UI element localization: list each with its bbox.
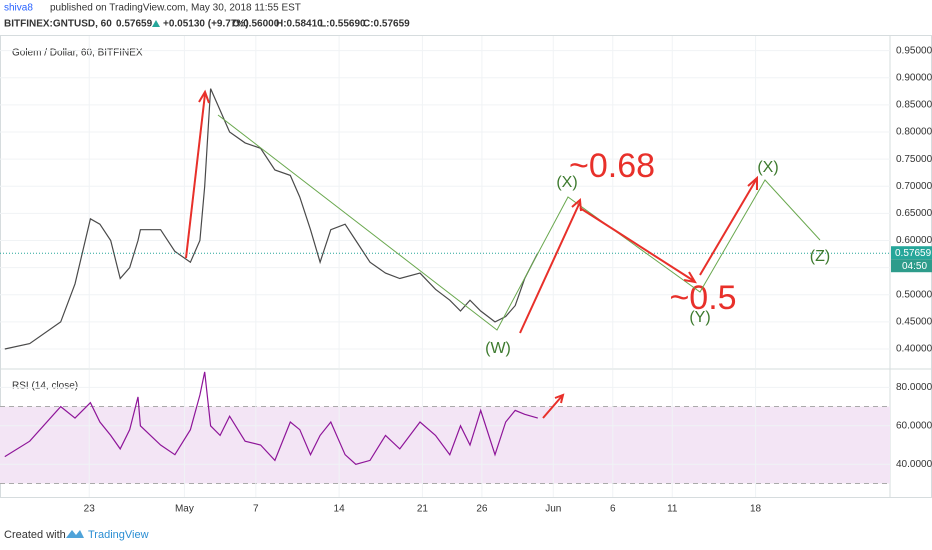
rsi-title: RSI (14, close) xyxy=(12,381,78,392)
x-tick-label: May xyxy=(175,504,194,515)
countdown-box xyxy=(891,259,932,273)
x-tick-label: 21 xyxy=(417,504,429,515)
high: H:0.58410 xyxy=(276,19,323,30)
y-tick-label: 0.65000 xyxy=(896,208,932,219)
y-tick-label: 0.80000 xyxy=(896,127,932,138)
y-tick-label: 80.0000 xyxy=(896,382,932,393)
x-tick-label: 14 xyxy=(334,504,346,515)
last-price-label: 0.57659 xyxy=(895,248,932,259)
annotation: ~0.5 xyxy=(669,279,736,317)
x-tick-label: 6 xyxy=(610,504,616,515)
brand: TradingView xyxy=(88,529,149,541)
x-tick-label: 18 xyxy=(750,504,762,515)
annotation: (Z) xyxy=(810,248,830,265)
countdown: 04:50 xyxy=(902,261,927,272)
y-tick-label: 0.40000 xyxy=(896,344,932,355)
y-tick-label: 60.0000 xyxy=(896,420,932,431)
y-tick-label: 0.60000 xyxy=(896,235,932,246)
drawings xyxy=(185,89,821,419)
logo xyxy=(66,530,84,538)
rsi-band xyxy=(0,406,890,484)
annotation: (X) xyxy=(556,174,577,191)
close: C:0.57659 xyxy=(363,19,410,30)
price-line xyxy=(4,371,538,465)
price-line xyxy=(4,88,539,350)
y-tick-label: 0.85000 xyxy=(896,100,932,111)
annotation: (Y) xyxy=(689,309,710,326)
up-triangle xyxy=(152,20,160,27)
x-tick-label: Jun xyxy=(545,504,561,515)
wave-line xyxy=(217,114,821,331)
y-tick-label: 0.45000 xyxy=(896,317,932,328)
symbol: BITFINEX:GNTUSD, 60 xyxy=(4,19,112,30)
x-tick-label: 23 xyxy=(84,504,96,515)
published: published on TradingView.com, May 30, 20… xyxy=(50,3,301,14)
author: shiva8 xyxy=(4,3,33,14)
x-tick-label: 26 xyxy=(476,504,488,515)
y-tick-label: 0.50000 xyxy=(896,289,932,300)
y-tick-label: 0.75000 xyxy=(896,154,932,165)
last-price-header: 0.57659 xyxy=(116,19,153,30)
y-tick-label: 0.70000 xyxy=(896,181,932,192)
created-with: Created with xyxy=(4,529,66,541)
last-price-box xyxy=(891,246,932,260)
price-title: Golem / Dollar, 60, BITFINEX xyxy=(12,48,143,59)
low: L:0.55690 xyxy=(320,19,366,30)
x-tick-label: 11 xyxy=(667,504,678,515)
annotation: (X) xyxy=(757,159,778,176)
arrows xyxy=(185,89,758,419)
y-tick-label: 0.90000 xyxy=(896,72,932,83)
change: +0.05130 (+9.77%) xyxy=(163,19,249,30)
annotation: (W) xyxy=(485,340,511,357)
y-tick-label: 40.0000 xyxy=(896,459,932,470)
y-tick-label: 0.95000 xyxy=(896,45,932,56)
open: O:0.56000 xyxy=(232,19,280,30)
x-tick-label: 7 xyxy=(253,504,259,515)
annotation: ~0.68 xyxy=(569,147,655,185)
